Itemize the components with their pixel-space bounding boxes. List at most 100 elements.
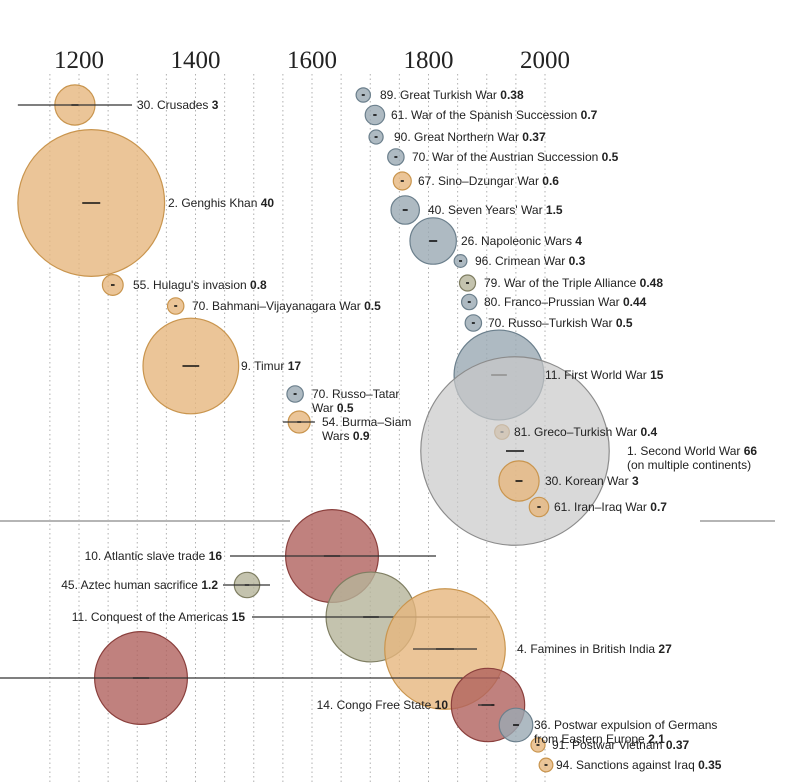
event-label-2: 11. Conquest of the Americas 15 [72,610,246,624]
war-label-name-20: 1. Second World War [627,444,744,458]
event-label-5: 14. Congo Free State 10 [317,698,449,712]
war-label-13: 26. Napoleonic Wars 4 [461,234,582,248]
war-label-name-4: 9. Timur [241,359,288,373]
event-label-1: 45. Aztec human sacrifice 1.2 [61,578,218,592]
war-label-name-2: 55. Hulagu's invasion [133,278,250,292]
war-label-name-22: 61. Iran–Iraq War [554,500,650,514]
event-label-deaths-1: 1.2 [201,578,218,592]
event-label-name-0: 10. Atlantic slave trade [85,549,209,563]
war-label-name-18: 11. First World War [545,368,650,382]
war-label-15: 79. War of the Triple Alliance 0.48 [484,276,663,290]
war-label-deaths-3: 0.5 [364,299,381,313]
event-label-deaths-2: 15 [232,610,246,624]
war-label-12: 40. Seven Years' War 1.5 [428,203,563,217]
event-marks [0,84,610,773]
event-label-line2-6: from Eastern Europe 2.1 [534,732,665,746]
event-label-7: 91. Postwar Vietnam 0.37 [552,738,690,752]
war-label-4: 9. Timur 17 [241,359,301,373]
event-label-deaths-5: 10 [435,698,449,712]
war-label-deaths-12: 1.5 [546,203,563,217]
war-label-6: 54. Burma–Siam [322,415,411,429]
war-label-name-11: 67. Sino–Dzungar War [418,174,542,188]
war-label-deaths-15: 0.48 [640,276,664,290]
war-label-name-7: 89. Great Turkish War [380,88,500,102]
war-label-deaths-21: 3 [632,474,639,488]
war-label-name-5: 70. Russo–Tatar [312,387,399,401]
war-label-deaths-13: 4 [575,234,582,248]
event-label-deaths-3: 27 [658,642,672,656]
war-label-name-8: 61. War of the Spanish Succession [391,108,581,122]
event-label-name-6: 36. Postwar expulsion of Germans [534,718,717,732]
war-label-line2-6: Wars 0.9 [322,429,370,443]
event-label-name-2: 11. Conquest of the Americas [72,610,232,624]
war-label-deaths-22: 0.7 [650,500,667,514]
war-label-17: 70. Russo–Turkish War 0.5 [488,316,633,330]
war-label-name-3: 70. Bahmani–Vijayanagara War [192,299,364,313]
event-label-deaths-0: 16 [209,549,223,563]
war-label-10: 70. War of the Austrian Succession 0.5 [412,150,619,164]
war-label-1: 2. Genghis Khan 40 [168,196,274,210]
war-label-name-14: 96. Crimean War [475,254,569,268]
event-label-deaths-7: 0.37 [666,738,690,752]
war-label-19: 81. Greco–Turkish War 0.4 [514,425,657,439]
war-label-line2-20: (on multiple continents) [627,458,751,472]
x-tick-1200: 1200 [54,47,104,74]
event-label-8: 94. Sanctions against Iraq 0.35 [556,758,722,772]
x-axis-tick-labels: 1200 1400 1600 1800 2000 [54,47,570,74]
war-label-deaths-11: 0.6 [542,174,559,188]
x-tick-1600: 1600 [287,47,337,74]
event-label-name-8: 94. Sanctions against Iraq [556,758,698,772]
war-label-deaths-4: 17 [288,359,302,373]
event-label-name-7: 91. Postwar Vietnam [552,738,666,752]
war-label-deaths-14: 0.3 [569,254,586,268]
war-label-deaths-1: 40 [261,196,275,210]
war-label-deaths-7: 0.38 [500,88,524,102]
event-label-name-3: 4. Famines in British India [517,642,658,656]
war-label-name-6: 54. Burma–Siam [322,415,411,429]
event-label-deaths-8: 0.35 [698,758,722,772]
x-tick-1800: 1800 [404,47,454,74]
war-label-0: 30. Crusades 3 [137,98,219,112]
war-label-16: 80. Franco–Prussian War 0.44 [484,295,647,309]
war-label-21: 30. Korean War 3 [545,474,639,488]
event-label-3: 4. Famines in British India 27 [517,642,672,656]
war-label-22: 61. Iran–Iraq War 0.7 [554,500,667,514]
war-label-deaths-16: 0.44 [623,295,647,309]
war-label-2: 55. Hulagu's invasion 0.8 [133,278,267,292]
event-label-name-5: 14. Congo Free State [317,698,435,712]
war-label-14: 96. Crimean War 0.3 [475,254,586,268]
war-label-name-9: 90. Great Northern War [394,130,522,144]
war-label-deaths-0: 3 [212,98,219,112]
war-label-deaths-10: 0.5 [602,150,619,164]
war-label-7: 89. Great Turkish War 0.38 [380,88,524,102]
x-tick-2000: 2000 [520,47,570,74]
war-label-name-0: 30. Crusades [137,98,212,112]
war-label-deaths-2: 0.8 [250,278,267,292]
war-label-deaths-17: 0.5 [616,316,633,330]
war-label-name-15: 79. War of the Triple Alliance [484,276,640,290]
war-label-3: 70. Bahmani–Vijayanagara War 0.5 [192,299,381,313]
war-label-18: 11. First World War 15 [545,368,664,382]
war-label-11: 67. Sino–Dzungar War 0.6 [418,174,559,188]
x-tick-1400: 1400 [171,47,221,74]
event-label-6: 36. Postwar expulsion of Germans [534,718,717,732]
war-label-name-10: 70. War of the Austrian Succession [412,150,602,164]
event-label-0: 10. Atlantic slave trade 16 [85,549,223,563]
war-label-5: 70. Russo–Tatar [312,387,399,401]
war-label-deaths-18: 15 [650,368,664,382]
war-label-deaths-19: 0.4 [640,425,657,439]
war-label-deaths-8: 0.7 [581,108,598,122]
war-label-line2-5: War 0.5 [312,401,354,415]
war-label-name-12: 40. Seven Years' War [428,203,546,217]
war-label-name-21: 30. Korean War [545,474,632,488]
war-label-deaths-9: 0.37 [522,130,546,144]
event-label-name-1: 45. Aztec human sacrifice [61,578,201,592]
war-label-20: 1. Second World War 66 [627,444,757,458]
war-label-name-17: 70. Russo–Turkish War [488,316,616,330]
war-label-name-13: 26. Napoleonic Wars [461,234,575,248]
war-label-name-16: 80. Franco–Prussian War [484,295,623,309]
event-labels: 30. Crusades 3 2. Genghis Khan 40 55. Hula… [61,88,757,772]
war-label-name-1: 2. Genghis Khan [168,196,261,210]
war-label-9: 90. Great Northern War 0.37 [394,130,546,144]
